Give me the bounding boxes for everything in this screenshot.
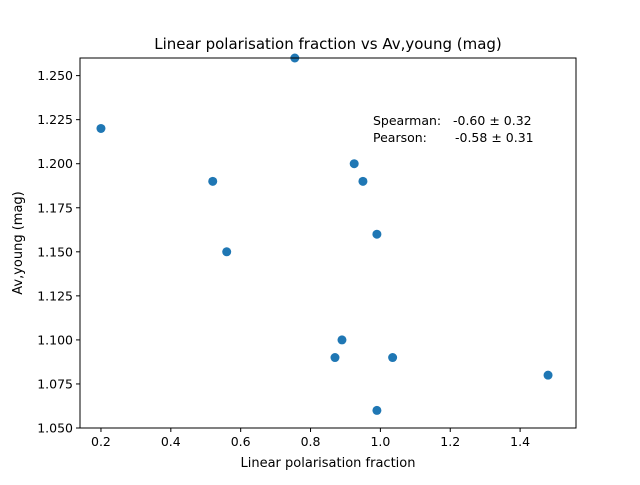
y-tick-label: 1.250 <box>37 68 73 83</box>
y-tick-label: 1.200 <box>37 156 73 171</box>
x-tick-label: 0.4 <box>161 434 181 449</box>
pearson-label: Pearson: <box>373 130 427 145</box>
y-tick-label: 1.050 <box>37 421 73 436</box>
plot-frame <box>79 57 577 429</box>
pearson-value: -0.58 ± 0.31 <box>455 130 534 145</box>
data-point-5 <box>330 353 340 363</box>
y-tick-label: 1.150 <box>37 244 73 259</box>
chart-title: Linear polarisation fraction vs Av,young… <box>154 35 502 53</box>
y-tick-label: 1.100 <box>37 332 73 347</box>
data-point-6 <box>337 335 347 345</box>
x-tick-label: 0.2 <box>91 434 111 449</box>
data-point-8 <box>358 176 368 186</box>
data-point-2 <box>208 176 218 186</box>
x-axis: 0.2 0.4 0.6 0.8 1.0 1.2 1.4 <box>91 428 530 449</box>
x-tick-label: 0.6 <box>231 434 251 449</box>
data-point-7 <box>349 159 359 169</box>
spearman-value: -0.60 ± 0.32 <box>453 113 532 128</box>
correlation-annotation: Spearman: -0.60 ± 0.32 Pearson: -0.58 ± … <box>373 113 534 145</box>
x-axis-label: Linear polarisation fraction <box>241 456 416 471</box>
spearman-label: Spearman: <box>373 113 441 128</box>
x-tick-label: 1.2 <box>440 434 460 449</box>
data-point-12 <box>543 370 553 380</box>
data-point-9 <box>372 229 382 239</box>
y-tick-label: 1.175 <box>37 200 73 215</box>
y-tick-label: 1.225 <box>37 112 73 127</box>
y-tick-label: 1.125 <box>37 288 73 303</box>
y-axis-label: Av,young (mag) <box>11 191 26 295</box>
data-point-3 <box>222 247 232 257</box>
x-tick-label: 1.0 <box>370 434 390 449</box>
data-point-1 <box>96 123 106 133</box>
y-tick-label: 1.075 <box>37 376 73 391</box>
x-tick-label: 0.8 <box>301 434 321 449</box>
x-tick-label: 1.4 <box>510 434 530 449</box>
data-point-10 <box>372 405 382 415</box>
data-point-11 <box>388 353 398 363</box>
y-axis: 1.050 1.075 1.100 1.125 1.150 1.175 1.200 1.225… <box>37 68 80 436</box>
